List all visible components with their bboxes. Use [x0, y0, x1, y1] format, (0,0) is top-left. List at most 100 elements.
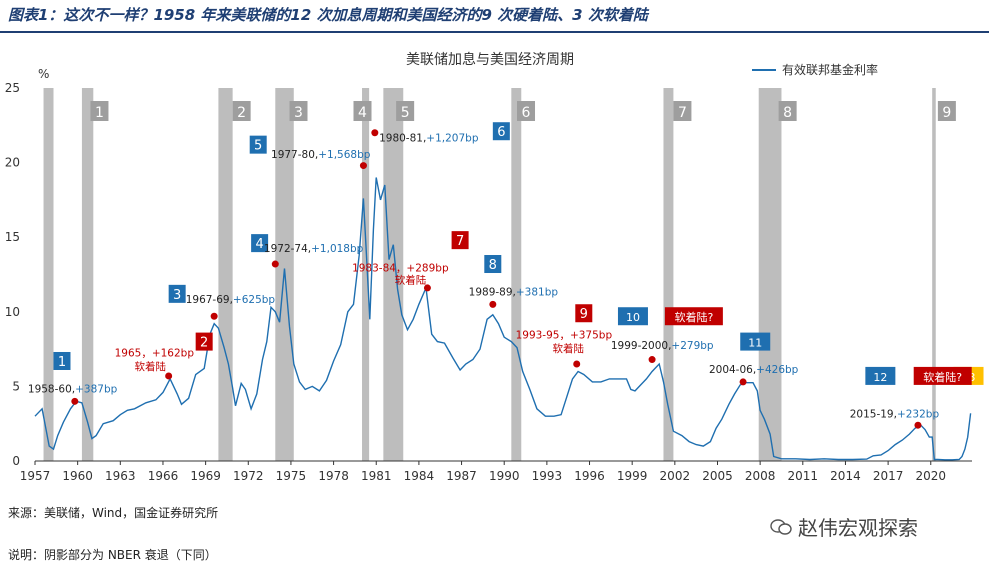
x-tick-label: 1966 [148, 469, 179, 483]
x-tick-label: 2008 [745, 469, 776, 483]
recession-badge-label: 5 [401, 105, 410, 121]
x-tick-label: 1975 [276, 469, 307, 483]
hike-cycle-annotation: 1993-95，+375bp [516, 330, 613, 342]
x-tick-label: 1984 [404, 469, 435, 483]
hike-cycle-bp: +279bp [671, 340, 714, 352]
x-tick-label: 2011 [788, 469, 819, 483]
soft-landing-tag-label: 软着陆? [674, 310, 713, 324]
hike-peak-marker [210, 312, 218, 320]
hike-peak-marker [739, 378, 747, 386]
hike-cycle-annotation: 1977-80,+1,568bp [271, 149, 371, 161]
cycle-badge-label: 8 [489, 258, 497, 273]
cycle-badge-9 [575, 304, 593, 323]
hike-cycle-period: 1977-80, [271, 149, 318, 161]
hike-cycle-period: 软着陆 [553, 342, 585, 355]
x-tick-label: 1960 [62, 469, 93, 483]
cycle-badge-2 [195, 332, 213, 351]
hike-peak-marker [914, 421, 922, 429]
soft-landing-tag-label: 软着陆? [923, 370, 962, 384]
legend-label: 有效联邦基金利率 [782, 62, 878, 77]
recession-badge-6 [517, 101, 536, 121]
hike-cycle-period: 1999-2000, [611, 340, 672, 352]
x-tick-label: 2005 [702, 469, 733, 483]
hike-cycle-annotation: 1999-2000,+279bp [611, 340, 714, 352]
recession-badge-label: 4 [358, 105, 367, 121]
hike-cycle-annotation: 1965，+162bp [115, 348, 195, 360]
cycle-badge-12 [865, 366, 896, 385]
soft-landing-tag [913, 366, 972, 385]
x-tick-label: 1996 [574, 469, 605, 483]
hike-cycle-annotation: 1980-81,+1,207bp [379, 133, 479, 145]
hike-cycle-period: 1983-84，+289bp [352, 263, 449, 275]
cycle-badge-4 [251, 234, 269, 253]
recession-badge-label: 7 [678, 105, 687, 121]
recession-badge-2 [232, 101, 251, 121]
cycle-badge-label: 6 [497, 125, 505, 140]
hike-cycle-bp: +1,018bp [311, 243, 364, 255]
hike-cycle-period: 软着陆 [395, 273, 427, 286]
x-tick-label: 2017 [873, 469, 904, 483]
hike-cycle-annotation: 软着陆 [135, 360, 167, 373]
x-tick-label: 1972 [233, 469, 264, 483]
x-tick-label: 1993 [532, 469, 563, 483]
cycle-badge-1 [53, 351, 71, 370]
hike-cycle-annotation: 1972-74,+1,018bp [264, 243, 364, 255]
hike-cycle-bp: +387bp [75, 383, 118, 395]
recession-badge-label: 9 [942, 105, 951, 121]
source-note: 来源：美联储，Wind，国金证券研究所 [8, 506, 219, 520]
hike-peak-marker [648, 356, 656, 364]
cycle-badge-8 [484, 255, 502, 274]
cycle-badge-label: 5 [254, 139, 262, 154]
hike-peak-marker [371, 129, 379, 137]
hike-cycle-annotation: 软着陆 [553, 342, 585, 355]
hike-cycle-bp: +426bp [756, 364, 799, 376]
x-tick-label: 2014 [830, 469, 861, 483]
hike-cycle-bp: +1,568bp [318, 149, 371, 161]
y-tick-label: 10 [5, 305, 20, 319]
y-tick-label: 5 [12, 379, 20, 393]
recession-badge-label: 1 [95, 105, 104, 121]
wechat-watermark: 赵伟宏观探索 [770, 512, 918, 541]
y-axis-unit: % [38, 67, 49, 81]
cycle-badge-3 [168, 284, 186, 303]
y-tick-label: 25 [5, 81, 20, 95]
hike-peak-marker [423, 284, 431, 292]
hike-cycle-annotation: 1967-69,+625bp [186, 294, 276, 306]
recession-band-5 [362, 88, 370, 461]
hike-cycle-bp: +232bp [897, 409, 940, 421]
recession-badge-7 [673, 101, 692, 121]
hike-cycle-annotation: 1958-60,+387bp [28, 383, 118, 395]
title-divider [0, 31, 989, 33]
x-tick-label: 1987 [446, 469, 477, 483]
cycle-badge-label: 7 [456, 234, 464, 249]
hike-peak-marker [271, 260, 279, 268]
cycle-badge-6 [492, 122, 510, 141]
hike-peak-marker [573, 360, 581, 368]
hike-cycle-period: 1958-60, [28, 383, 75, 395]
recession-badge-8 [778, 101, 797, 121]
cycle-badge-label: 1 [58, 355, 66, 370]
cycle-badge-label: 9 [580, 307, 588, 322]
x-tick-label: 1999 [617, 469, 648, 483]
x-tick-label: 1990 [489, 469, 520, 483]
cycle-badge-label: 11 [748, 337, 762, 350]
y-tick-label: 20 [5, 156, 20, 170]
x-tick-label: 2020 [915, 469, 946, 483]
hike-cycle-bp: +1,207bp [426, 133, 479, 145]
hike-cycle-period: 2015-19, [850, 409, 897, 421]
cycle-badge-7 [451, 231, 469, 250]
description-note: 说明：阴影部分为 NBER 衰退（下同） [8, 548, 217, 562]
cycle-badge-10 [617, 307, 648, 326]
hike-cycle-period: 1989-89, [469, 286, 516, 298]
hike-cycle-period: 1980-81, [379, 133, 426, 145]
wechat-icon [770, 518, 792, 535]
hike-cycle-annotation: 1989-89,+381bp [469, 286, 559, 298]
x-tick-label: 1978 [318, 469, 349, 483]
cycle-badge-5 [249, 135, 267, 154]
recession-band-7 [511, 88, 522, 461]
x-tick-label: 2002 [660, 469, 691, 483]
recession-badge-label: 2 [237, 105, 246, 121]
x-tick-label: 1969 [190, 469, 221, 483]
recession-band-9 [758, 88, 782, 461]
recession-badge-4 [353, 101, 372, 121]
